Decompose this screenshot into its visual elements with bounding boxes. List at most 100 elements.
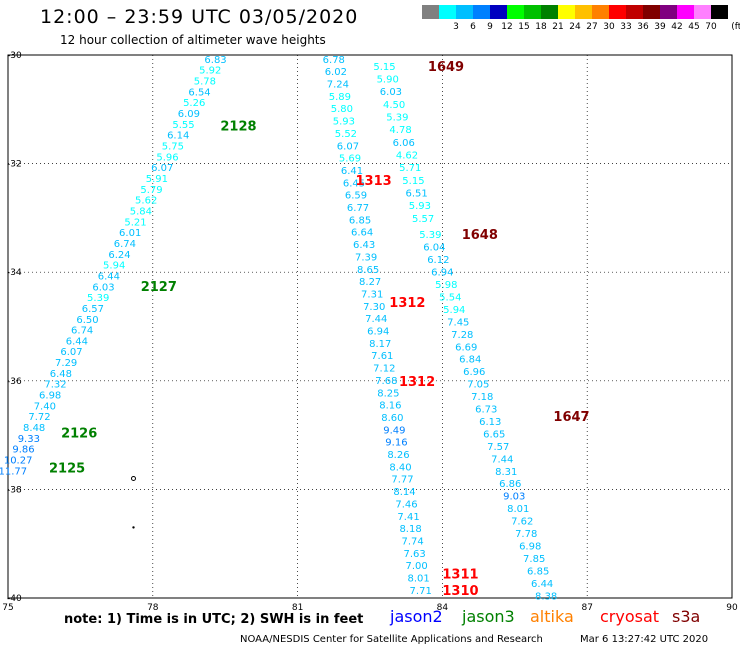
wave-height-value: 8.65 <box>357 265 379 276</box>
plot-frame <box>7 54 733 599</box>
satellite-jason2: jason2 <box>390 607 443 626</box>
wave-height-value: 6.64 <box>351 228 373 239</box>
x-tick-label: 81 <box>292 603 303 613</box>
wave-height-value: 6.03 <box>380 87 402 98</box>
wave-height-value: 6.59 <box>345 191 367 202</box>
pass-label: 1312 <box>389 296 425 311</box>
wave-height-value: 5.92 <box>199 66 221 77</box>
wave-height-value: 6.04 <box>423 243 445 254</box>
wave-height-value: 6.06 <box>393 138 415 149</box>
wave-height-value: 6.14 <box>167 131 189 142</box>
y-tick-label: -32 <box>7 160 22 170</box>
colorbar-label: 15 <box>518 22 530 32</box>
wave-height-value: 6.94 <box>431 268 453 279</box>
colorbar-label: 6 <box>470 22 476 32</box>
wave-height-value: 6.03 <box>92 282 114 293</box>
wave-height-value: 5.75 <box>162 141 184 152</box>
chart-title: 12:00 – 23:59 UTC 03/05/2020 <box>40 6 359 28</box>
pass-label: 1312 <box>399 375 435 390</box>
wave-height-value: 9.49 <box>383 425 405 436</box>
wave-height-value: 9.33 <box>18 434 40 445</box>
wave-height-value: 5.15 <box>402 176 424 187</box>
wave-height-value: 5.62 <box>135 196 157 207</box>
wave-height-value: 5.69 <box>339 154 361 165</box>
wave-height-value: 8.18 <box>399 524 421 535</box>
y-tick-label: -40 <box>7 594 22 604</box>
map-marker <box>132 526 135 529</box>
map-marker <box>130 476 136 482</box>
colorbar-swatch <box>575 5 592 19</box>
colorbar-label: 21 <box>552 22 564 32</box>
wave-height-value: 6.83 <box>204 55 226 66</box>
wave-height-value: 7.31 <box>361 289 383 300</box>
wave-height-value: 4.50 <box>383 100 405 111</box>
wave-height-value: 6.07 <box>337 141 359 152</box>
wave-height-value: 5.79 <box>140 185 162 196</box>
colorbar-label: 70 <box>705 22 717 32</box>
wave-height-value: 6.85 <box>527 566 549 577</box>
wave-height-value: 7.74 <box>401 536 423 547</box>
wave-height-value: 6.02 <box>325 67 347 78</box>
colorbar-swatch <box>660 5 677 19</box>
wave-height-value: 7.24 <box>327 80 349 91</box>
satellite-cryosat: cryosat <box>600 607 660 626</box>
pass-label: 2126 <box>61 426 97 441</box>
wave-height-value: 8.38 <box>535 591 557 602</box>
y-tick-label: -34 <box>7 268 22 278</box>
wave-height-value: 5.96 <box>156 152 178 163</box>
wave-height-value: 7.61 <box>371 351 393 362</box>
colorbar-label: 3 <box>453 22 459 32</box>
chart-subtitle: 12 hour collection of altimeter wave hei… <box>60 33 326 47</box>
wave-height-value: 8.40 <box>389 462 411 473</box>
colorbar-label: 24 <box>569 22 581 32</box>
wave-height-value: 6.51 <box>406 189 428 200</box>
wave-height-value: 6.78 <box>323 55 345 66</box>
wave-height-value: 7.78 <box>515 529 537 540</box>
colorbar-swatch <box>541 5 558 19</box>
wave-height-value: 4.78 <box>389 125 411 136</box>
wave-height-value: 5.39 <box>419 230 441 241</box>
wave-height-value: 8.16 <box>379 401 401 412</box>
x-tick-label: 90 <box>726 603 738 613</box>
wave-height-value: 7.44 <box>365 314 387 325</box>
wave-height-value: 6.86 <box>499 479 521 490</box>
wave-height-value: 9.86 <box>12 445 34 456</box>
colorbar-label: 27 <box>586 22 598 32</box>
wave-height-value: 5.26 <box>183 98 205 109</box>
wave-height-value: 6.41 <box>341 166 363 177</box>
pass-label: 1649 <box>428 60 464 75</box>
wave-height-value: 5.94 <box>103 261 125 272</box>
wave-height-value: 6.74 <box>114 239 136 250</box>
colorbar-swatch <box>643 5 660 19</box>
wave-height-value: 7.29 <box>55 358 77 369</box>
wave-height-value: 6.44 <box>98 271 120 282</box>
colorbar-swatch <box>694 5 711 19</box>
wave-height-value: 8.60 <box>381 413 403 424</box>
colorbar-label: 45 <box>688 22 700 32</box>
wave-height-value: 7.41 <box>397 512 419 523</box>
x-tick-label: 87 <box>581 603 592 613</box>
wave-height-value: 6.69 <box>455 342 477 353</box>
wave-height-value: 5.39 <box>386 113 408 124</box>
wave-height-value: 7.46 <box>395 499 417 510</box>
satellite-jason3: jason3 <box>462 607 515 626</box>
colorbar-label: 36 <box>637 22 649 32</box>
wave-height-value: 5.89 <box>329 92 351 103</box>
wave-height-value: 5.78 <box>194 76 216 87</box>
wave-height-value: 6.96 <box>463 367 485 378</box>
wave-height-value: 8.01 <box>507 504 529 515</box>
wave-height-value: 5.39 <box>87 293 109 304</box>
colorbar-label: 18 <box>535 22 547 32</box>
wave-height-value: 6.44 <box>531 579 553 590</box>
wave-height-value: 11.77 <box>0 466 27 477</box>
wave-height-value: 8.01 <box>408 574 430 585</box>
colorbar-label: 42 <box>671 22 683 32</box>
wave-height-value: 6.73 <box>475 405 497 416</box>
wave-height-value: 6.07 <box>60 347 82 358</box>
colorbar-swatch <box>422 5 439 19</box>
colorbar-label: 39 <box>654 22 666 32</box>
wave-height-value: 5.15 <box>373 62 395 73</box>
wave-height-value: 8.27 <box>359 277 381 288</box>
wave-height-value: 5.52 <box>335 129 357 140</box>
